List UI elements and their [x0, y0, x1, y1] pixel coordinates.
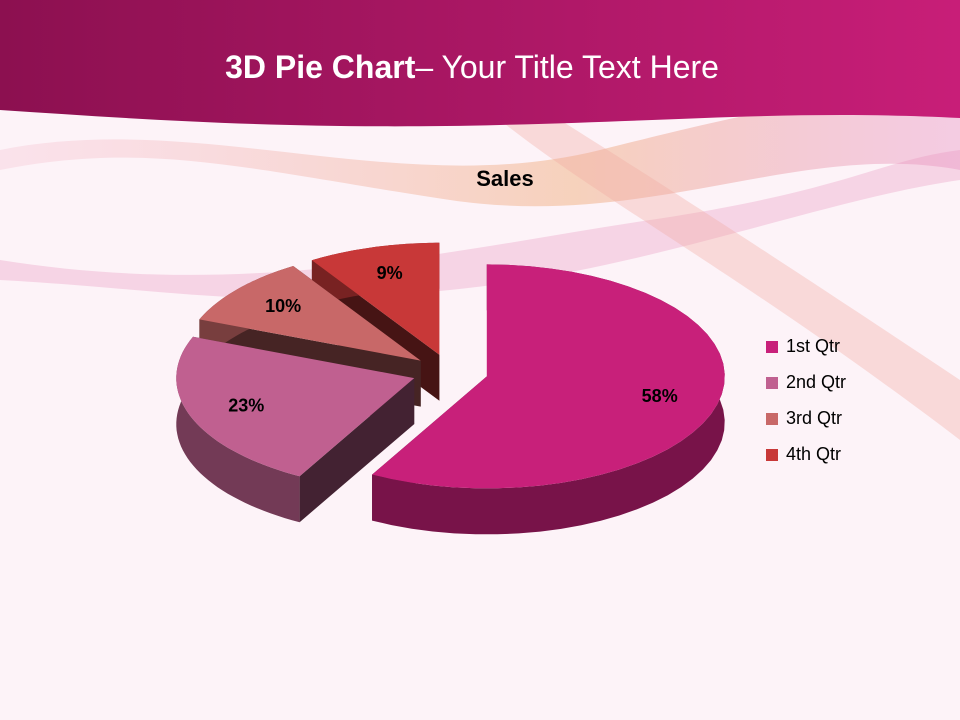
title-bold: 3D Pie Chart: [225, 49, 416, 85]
slice: [372, 264, 725, 489]
data-label: 58%: [642, 386, 678, 406]
swoosh: [0, 100, 960, 207]
legend-label: 3rd Qtr: [786, 408, 842, 428]
legend-swatch: [766, 341, 778, 353]
chart-title: Sales: [476, 166, 534, 191]
legend: 1st Qtr 2nd Qtr 3rd Qtr 4th Qtr: [766, 336, 846, 464]
swoosh: [500, 120, 960, 440]
data-label: 23%: [228, 395, 264, 415]
slice: [311, 242, 440, 355]
header-band: [0, 0, 960, 127]
slice: [199, 266, 421, 361]
legend-label: 4th Qtr: [786, 444, 841, 464]
slice-side: [176, 336, 300, 523]
slice: [176, 336, 415, 477]
swoosh: [0, 150, 960, 299]
data-label: 9%: [377, 263, 403, 283]
data-label: 10%: [265, 296, 301, 316]
legend-label: 2nd Qtr: [786, 372, 846, 392]
pie-tops: 58% 23% 10% 9%: [176, 242, 725, 489]
slide-title: 3D Pie Chart– Your Title Text Here: [225, 49, 719, 85]
legend-swatch: [766, 377, 778, 389]
legend-label: 1st Qtr: [786, 336, 840, 356]
legend-swatch: [766, 413, 778, 425]
title-rest: – Your Title Text Here: [415, 49, 719, 85]
legend-swatch: [766, 449, 778, 461]
